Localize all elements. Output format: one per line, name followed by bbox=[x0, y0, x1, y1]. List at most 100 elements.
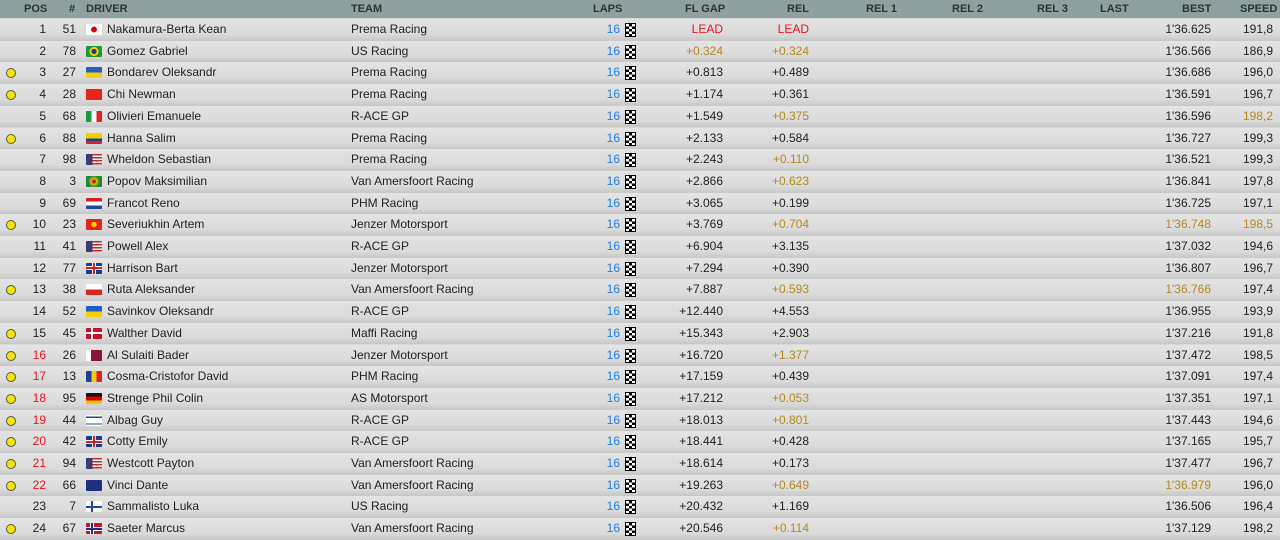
header-rel3[interactable]: REL 3 bbox=[1037, 3, 1068, 15]
flag-de-icon bbox=[86, 392, 102, 404]
flag-gd-icon bbox=[86, 175, 102, 187]
table-row[interactable]: 14 52 Savinkov Oleksandr R-ACE GP 16 +12.440 +… bbox=[0, 301, 1280, 323]
driver-name: Nakamura-Berta Kean bbox=[107, 22, 227, 36]
flag-kg-icon bbox=[86, 219, 102, 231]
rel: +1.377 bbox=[771, 347, 809, 362]
table-row[interactable]: 9 69 Francot Reno PHM Racing 16 +3.065 +0.199 1… bbox=[0, 192, 1280, 215]
position: 11 bbox=[33, 239, 46, 253]
best-lap: 1'36.748 bbox=[1165, 217, 1211, 232]
checkered-flag-icon bbox=[625, 500, 636, 515]
table-row[interactable]: 5 68 Olivieri Emanuele R-ACE GP 16 +1.549 +0.3… bbox=[0, 105, 1280, 128]
position: 19 bbox=[32, 412, 46, 427]
position: 8 bbox=[39, 173, 46, 188]
best-lap: 1'36.807 bbox=[1165, 260, 1211, 275]
position: 2 bbox=[39, 43, 46, 58]
team-name: R-ACE GP bbox=[351, 304, 410, 319]
status-dot-icon bbox=[6, 459, 16, 469]
driver-name: Al Sulaiti Bader bbox=[107, 347, 190, 362]
table-row[interactable]: 12 77 Harrison Bart Jenzer Motorsport 16 +7.2… bbox=[0, 257, 1280, 280]
position: 14 bbox=[32, 304, 46, 319]
car-number: 69 bbox=[62, 195, 76, 210]
table-row[interactable]: 8 3 Popov Maksimilian Van Amersfoort Racing… bbox=[0, 170, 1280, 193]
car-number: 66 bbox=[62, 477, 76, 492]
table-row[interactable]: 17 13 Cosma-Cristofor David PHM Racing 16 +17… bbox=[0, 366, 1280, 388]
table-row[interactable]: 18 95 Strenge Phil Colin AS Motorsport 16 +17… bbox=[0, 387, 1280, 410]
header-rel1[interactable]: REL 1 bbox=[866, 3, 897, 15]
header-best[interactable]: BEST bbox=[1182, 3, 1212, 15]
header-speed[interactable]: SPEED bbox=[1240, 3, 1278, 15]
table-row[interactable]: 24 67 Saeter Marcus Van Amersfoort Racing 16… bbox=[0, 518, 1280, 540]
checkered-flag-icon bbox=[625, 44, 636, 59]
header-pos[interactable]: POS bbox=[24, 3, 48, 15]
fl-gap: +0.813 bbox=[685, 65, 723, 80]
rel: +0.110 bbox=[772, 152, 809, 167]
driver-name: Walther David bbox=[107, 325, 182, 340]
laps: 16 bbox=[606, 195, 620, 210]
rel: LEAD bbox=[777, 22, 809, 36]
header-num[interactable]: # bbox=[69, 3, 76, 15]
rel: +0.375 bbox=[771, 108, 809, 123]
position: 18 bbox=[32, 390, 46, 405]
table-row[interactable]: 15 45 Walther David Maffi Racing 16 +15.343 +2… bbox=[0, 322, 1280, 345]
table-row[interactable]: 7 98 Wheldon Sebastian Prema Racing 16 +2.243… bbox=[0, 149, 1280, 171]
fl-gap: +3.065 bbox=[685, 195, 723, 210]
best-lap: 1'37.165 bbox=[1165, 434, 1211, 449]
flag-ro-icon bbox=[86, 371, 102, 383]
flag-us-icon bbox=[86, 458, 102, 469]
header-fl-gap[interactable]: FL GAP bbox=[685, 3, 726, 15]
driver-name: Westcott Payton bbox=[107, 456, 195, 470]
speed: 196,7 bbox=[1242, 87, 1273, 102]
flag-cn-icon bbox=[86, 89, 102, 101]
table-row[interactable]: 6 88 Hanna Salim Prema Racing 16 +2.133 +0.584… bbox=[0, 127, 1280, 150]
car-number: 7 bbox=[69, 499, 76, 514]
header-last[interactable]: LAST bbox=[1100, 3, 1129, 15]
team-name: AS Motorsport bbox=[351, 390, 428, 405]
laps: 16 bbox=[606, 43, 620, 58]
table-row[interactable]: 3 27 Bondarev Oleksandr Prema Racing 16 +0.81… bbox=[0, 62, 1280, 85]
driver-name: Popov Maksimilian bbox=[107, 173, 208, 188]
table-row[interactable]: 2 78 Gomez Gabriel US Racing 16 +0.324 +0.324 1… bbox=[0, 40, 1280, 63]
header-rel[interactable]: REL bbox=[787, 3, 809, 15]
flag-us-icon bbox=[86, 241, 102, 252]
table-row[interactable]: 22 66 Vinci Dante Van Amersfoort Racing 16 +1… bbox=[0, 474, 1280, 497]
position: 17 bbox=[32, 369, 46, 384]
table-row[interactable]: 11 41 Powell Alex R-ACE GP 16 +6.904 +3.135 1'3… bbox=[0, 236, 1280, 258]
laps: 16 bbox=[606, 22, 620, 36]
best-lap: 1'36.596 bbox=[1165, 108, 1211, 123]
rel: +0.324 bbox=[771, 43, 809, 58]
table-row[interactable]: 4 28 Chi Newman Prema Racing 16 +1.174 +0.361 1… bbox=[0, 84, 1280, 106]
car-number: 26 bbox=[62, 347, 76, 362]
best-lap: 1'37.216 bbox=[1165, 325, 1211, 340]
flag-br-icon bbox=[86, 45, 102, 57]
driver-name: Sammalisto Luka bbox=[107, 499, 200, 514]
speed: 191,8 bbox=[1242, 22, 1273, 36]
table-row[interactable]: 10 23 Severiukhin Artem Jenzer Motorsport 16… bbox=[0, 214, 1280, 236]
status-dot-icon bbox=[6, 350, 16, 361]
best-lap: 1'36.979 bbox=[1165, 477, 1211, 492]
header-laps[interactable]: LAPS bbox=[593, 3, 623, 15]
car-number: 95 bbox=[62, 390, 76, 405]
table-row[interactable]: 1 51 Nakamura-Berta Kean Prema Racing 16 LEAD… bbox=[0, 19, 1280, 41]
table-row[interactable]: 23 7 Sammalisto Luka US Racing 16 +20.432 +1.1… bbox=[0, 496, 1280, 519]
driver-name: Olivieri Emanuele bbox=[107, 108, 202, 123]
driver-name: Ruta Aleksander bbox=[107, 282, 196, 297]
table-row[interactable]: 13 38 Ruta Aleksander Van Amersfoort Racing… bbox=[0, 279, 1280, 302]
driver-name: Savinkov Oleksandr bbox=[107, 304, 214, 319]
table-row[interactable]: 21 94 Westcott Payton Van Amersfoort Racing… bbox=[0, 453, 1280, 475]
position: 21 bbox=[32, 456, 46, 470]
checkered-flag-icon bbox=[625, 391, 636, 406]
laps: 16 bbox=[606, 304, 620, 319]
table-row[interactable]: 19 44 Albag Guy R-ACE GP 16 +18.013 +0.801 1'37… bbox=[0, 409, 1280, 432]
position: 12 bbox=[32, 260, 46, 275]
header-driver[interactable]: DRIVER bbox=[86, 3, 128, 15]
laps: 16 bbox=[606, 87, 620, 102]
header-team[interactable]: TEAM bbox=[351, 3, 383, 15]
table-row[interactable]: 16 26 Al Sulaiti Bader Jenzer Motorsport 16 +… bbox=[0, 344, 1280, 367]
fl-gap: +19.263 bbox=[679, 477, 723, 492]
rel: +0.053 bbox=[771, 390, 809, 405]
rel: +0.704 bbox=[771, 217, 809, 232]
speed: 198,2 bbox=[1242, 108, 1273, 123]
header-rel2[interactable]: REL 2 bbox=[952, 3, 983, 15]
table-row[interactable]: 20 42 Cotty Emily R-ACE GP 16 +18.441 +0.428 1'… bbox=[0, 431, 1280, 453]
fl-gap: +12.440 bbox=[679, 304, 723, 319]
